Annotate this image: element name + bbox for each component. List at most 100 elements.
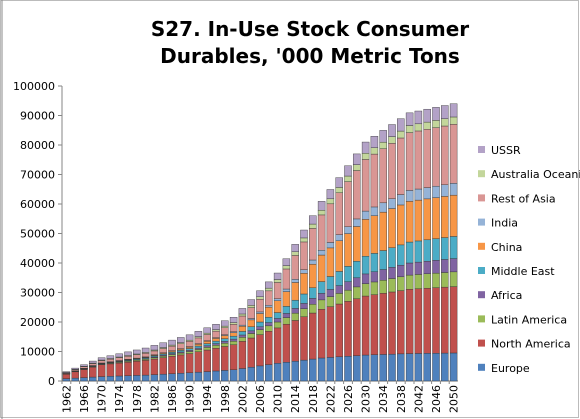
bar-segment bbox=[388, 136, 396, 144]
bar-segment bbox=[370, 206, 379, 216]
bar-segment bbox=[397, 118, 405, 132]
bar-segment bbox=[115, 362, 123, 377]
bar-segment bbox=[423, 198, 431, 241]
bar-segment bbox=[441, 286, 449, 354]
bar-segment bbox=[265, 306, 273, 318]
title-box: S27. In-Use Stock Consumer Durables, '00… bbox=[151, 17, 469, 68]
bar-segment bbox=[256, 290, 264, 297]
bar-segment bbox=[370, 153, 379, 208]
bar-segment bbox=[344, 165, 352, 177]
legend-swatch bbox=[478, 194, 485, 202]
bar-segment bbox=[361, 354, 370, 382]
x-tick-label: 2034 bbox=[377, 385, 390, 413]
bar-segment bbox=[449, 183, 458, 196]
bar-segment bbox=[238, 368, 247, 382]
x-tick-label: 2026 bbox=[342, 385, 355, 413]
legend-label: India bbox=[491, 217, 518, 230]
bar-segment bbox=[185, 372, 194, 382]
bar-segment bbox=[432, 260, 440, 274]
legend-swatch bbox=[478, 218, 485, 226]
legend-label: Europe bbox=[491, 362, 530, 375]
bar-segment bbox=[229, 340, 238, 345]
legend-label: USSR bbox=[491, 144, 521, 157]
bar-segment bbox=[203, 327, 211, 334]
bar-segment bbox=[265, 290, 273, 306]
bar-segment bbox=[361, 141, 370, 154]
bar-segment bbox=[326, 247, 335, 277]
bar-segment bbox=[185, 351, 194, 354]
bar-segment bbox=[335, 303, 343, 358]
bar-segment bbox=[141, 347, 150, 353]
bar-segment bbox=[194, 347, 203, 350]
bar-segment bbox=[221, 341, 229, 344]
bar-segment bbox=[300, 237, 308, 243]
bar-segment bbox=[124, 375, 132, 382]
bar-segment bbox=[397, 264, 405, 278]
bar-segment bbox=[441, 118, 449, 127]
bar-segment bbox=[353, 153, 361, 165]
bar-segment bbox=[370, 253, 379, 272]
bar-segment bbox=[405, 132, 414, 191]
bar-segment bbox=[405, 289, 414, 354]
bar-segment bbox=[229, 322, 238, 325]
bar-segment bbox=[300, 293, 308, 304]
bar-segment bbox=[265, 305, 273, 308]
bar-segment bbox=[326, 198, 335, 205]
bar-segment bbox=[370, 294, 379, 355]
bar-segment bbox=[194, 351, 203, 373]
bar-segment bbox=[414, 261, 423, 275]
x-tick-label: 2042 bbox=[412, 385, 425, 413]
bar-segment bbox=[177, 350, 185, 353]
bar-segment bbox=[309, 228, 317, 261]
bar-segment bbox=[441, 196, 449, 238]
y-tick-label: 40000 bbox=[20, 257, 55, 270]
bar-segment bbox=[124, 361, 132, 376]
bar-segment bbox=[265, 364, 273, 382]
bar-segment bbox=[124, 356, 132, 360]
x-tick-label: 2018 bbox=[307, 385, 320, 413]
bar-segment bbox=[361, 210, 370, 220]
bar-segment bbox=[291, 251, 299, 256]
bar-segment bbox=[423, 187, 431, 200]
bar-segment bbox=[62, 378, 71, 382]
bar-segment bbox=[414, 130, 423, 190]
bar-segment bbox=[300, 273, 308, 295]
bar-segment bbox=[309, 312, 317, 360]
bar-segment bbox=[344, 266, 352, 282]
bar-segment bbox=[273, 279, 282, 283]
bar-segment bbox=[449, 194, 458, 237]
bar-segment bbox=[309, 263, 317, 288]
bar-segment bbox=[405, 112, 414, 126]
bar-segment bbox=[203, 341, 211, 344]
bar-segment bbox=[370, 281, 379, 295]
bar-segment bbox=[317, 201, 326, 211]
bar-segment bbox=[273, 327, 282, 364]
bar-segment bbox=[300, 316, 308, 361]
bar-segment bbox=[212, 348, 220, 372]
bar-segment bbox=[291, 312, 299, 321]
bar-segment bbox=[212, 340, 220, 344]
x-tick-label: 1994 bbox=[201, 385, 214, 413]
bar-segment bbox=[265, 281, 273, 289]
bar-segment bbox=[256, 334, 264, 367]
bar-segment bbox=[221, 335, 229, 339]
bar-segment bbox=[397, 130, 405, 139]
bar-segment bbox=[432, 120, 440, 128]
bar-segment bbox=[273, 272, 282, 280]
bar-segment bbox=[326, 296, 335, 307]
bar-segment bbox=[370, 271, 379, 283]
bar-segment bbox=[159, 357, 167, 375]
bar-segment bbox=[432, 238, 440, 261]
bar-segment bbox=[273, 300, 282, 313]
legend-swatch bbox=[478, 315, 485, 323]
bar-segment bbox=[238, 341, 247, 369]
bar-segment bbox=[238, 331, 247, 336]
bar-segment bbox=[309, 259, 317, 265]
bar-segment bbox=[326, 203, 335, 243]
bar-segment bbox=[300, 308, 308, 317]
bar-segment bbox=[414, 123, 423, 132]
y-tick-label: 10000 bbox=[20, 346, 55, 359]
x-tick-label: 1998 bbox=[219, 385, 232, 413]
bar-segment bbox=[185, 353, 194, 373]
bar-segment bbox=[414, 199, 423, 242]
